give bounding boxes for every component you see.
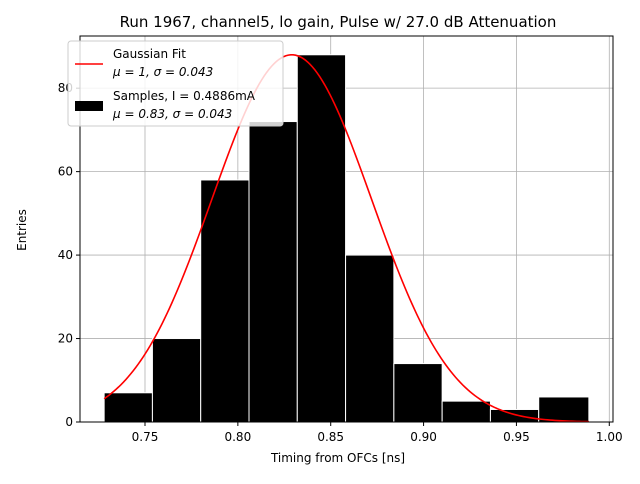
histogram-bar (345, 254, 395, 423)
x-tick-label: 0.90 (410, 430, 437, 444)
legend-fit-mu: μ = 1, (112, 65, 154, 79)
histogram-bar (538, 396, 590, 423)
y-tick-label: 0 (65, 415, 73, 429)
legend-fit-sigma: σ = 0.043 (154, 65, 214, 79)
legend-fit-stats: μ = 1, σ = 0.043 (112, 65, 213, 79)
histogram-bar (103, 392, 153, 423)
x-tick-label: 0.95 (503, 430, 530, 444)
x-axis-label: Timing from OFCs [ns] (270, 451, 405, 465)
y-tick-label: 40 (58, 248, 73, 262)
histogram-bar (393, 363, 443, 423)
legend: Gaussian Fit μ = 1, σ = 0.043 Samples, I… (67, 40, 284, 127)
legend-samples-sigma: σ = 0.043 (173, 107, 233, 121)
x-tick-label: 0.75 (132, 430, 159, 444)
histogram-bars (103, 54, 590, 423)
gaussian-fit-curve (103, 53, 589, 423)
histogram-bar (296, 54, 347, 423)
axes-frame (79, 35, 614, 423)
x-tick-label: 0.80 (224, 430, 251, 444)
histogram-bar (489, 408, 540, 423)
x-tick-label: 1.00 (596, 430, 623, 444)
histogram-bar (248, 121, 298, 423)
legend-box (67, 40, 284, 127)
histogram-bar (200, 179, 250, 423)
y-tick-label: 60 (58, 165, 73, 179)
legend-fit-label: Gaussian Fit (113, 47, 186, 61)
histogram-bar (441, 400, 491, 423)
legend-samples-mu: μ = 0.83, (112, 107, 173, 121)
y-tick-label: 20 (58, 332, 73, 346)
y-axis-label: Entries (15, 209, 29, 251)
legend-samples-swatch (75, 101, 103, 111)
x-axis-ticks: 0.75 0.80 0.85 0.90 0.95 1.00 (132, 422, 623, 444)
x-tick-label: 0.85 (317, 430, 344, 444)
legend-samples-label: Samples, I = 0.4886mA (113, 89, 256, 103)
legend-samples-stats: μ = 0.83, σ = 0.043 (112, 107, 232, 121)
histogram-bar (151, 338, 202, 423)
chart-title: Run 1967, channel5, lo gain, Pulse w/ 27… (120, 13, 557, 31)
